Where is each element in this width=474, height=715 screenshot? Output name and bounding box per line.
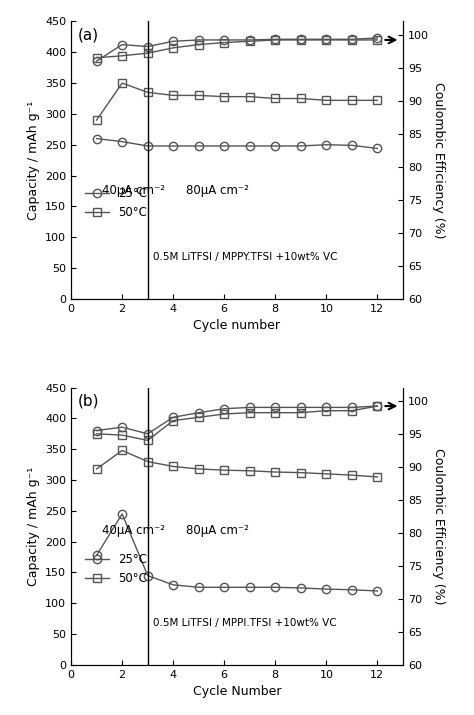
50°C [323,96,329,104]
Line: 50°C: 50°C [92,79,382,124]
25°C [323,140,329,149]
Line: 25°C: 25°C [92,510,382,595]
25°C [323,585,329,593]
50°C [298,94,304,103]
Text: 80μA cm⁻²: 80μA cm⁻² [186,184,249,197]
25°C [119,510,125,518]
50°C [298,468,304,477]
50°C [349,96,355,104]
50°C [94,465,100,473]
25°C [273,142,278,150]
Y-axis label: Capacity / mAh g⁻¹: Capacity / mAh g⁻¹ [27,467,39,586]
X-axis label: Cycle number: Cycle number [193,319,281,332]
50°C [247,92,253,101]
25°C [170,142,176,150]
Y-axis label: Capacity / mAh g⁻¹: Capacity / mAh g⁻¹ [27,101,39,220]
50°C [170,91,176,99]
Y-axis label: Coulombic Efficiency (%): Coulombic Efficiency (%) [432,448,446,604]
Y-axis label: Coulombic Efficiency (%): Coulombic Efficiency (%) [432,82,446,238]
50°C [349,470,355,479]
Legend: 25°C, 50°C: 25°C, 50°C [80,182,152,224]
25°C [273,583,278,591]
50°C [196,465,201,473]
X-axis label: Cycle Number: Cycle Number [193,686,281,699]
50°C [119,446,125,455]
25°C [221,583,227,591]
25°C [170,581,176,589]
25°C [298,583,304,592]
50°C [374,96,380,104]
50°C [145,88,151,97]
25°C [145,571,151,580]
25°C [374,144,380,153]
25°C [94,134,100,143]
50°C [170,462,176,470]
Text: (b): (b) [77,394,99,409]
50°C [374,473,380,481]
25°C [247,142,253,150]
50°C [221,466,227,475]
25°C [221,142,227,150]
25°C [247,583,253,591]
Text: 40μA cm⁻²: 40μA cm⁻² [102,524,165,537]
Text: 80μA cm⁻²: 80μA cm⁻² [186,524,249,537]
25°C [196,583,201,591]
50°C [221,92,227,101]
Line: 50°C: 50°C [92,446,382,481]
50°C [196,91,201,99]
25°C [349,586,355,594]
50°C [273,468,278,476]
25°C [298,142,304,150]
50°C [323,470,329,478]
25°C [349,141,355,149]
Line: 25°C: 25°C [92,134,382,152]
50°C [119,79,125,87]
Legend: 25°C, 50°C: 25°C, 50°C [80,548,152,590]
Text: 0.5M LiTFSI / MPPI.TFSI +10wt% VC: 0.5M LiTFSI / MPPI.TFSI +10wt% VC [153,618,337,628]
Text: (a): (a) [77,28,99,43]
50°C [94,116,100,124]
25°C [374,587,380,596]
50°C [273,94,278,103]
25°C [94,551,100,560]
Text: 0.5M LiTFSI / MPPY.TFSI +10wt% VC: 0.5M LiTFSI / MPPY.TFSI +10wt% VC [153,252,337,262]
50°C [247,466,253,475]
25°C [119,137,125,146]
50°C [145,458,151,466]
Text: 40μA cm⁻²: 40μA cm⁻² [102,184,165,197]
25°C [145,142,151,150]
25°C [196,142,201,150]
